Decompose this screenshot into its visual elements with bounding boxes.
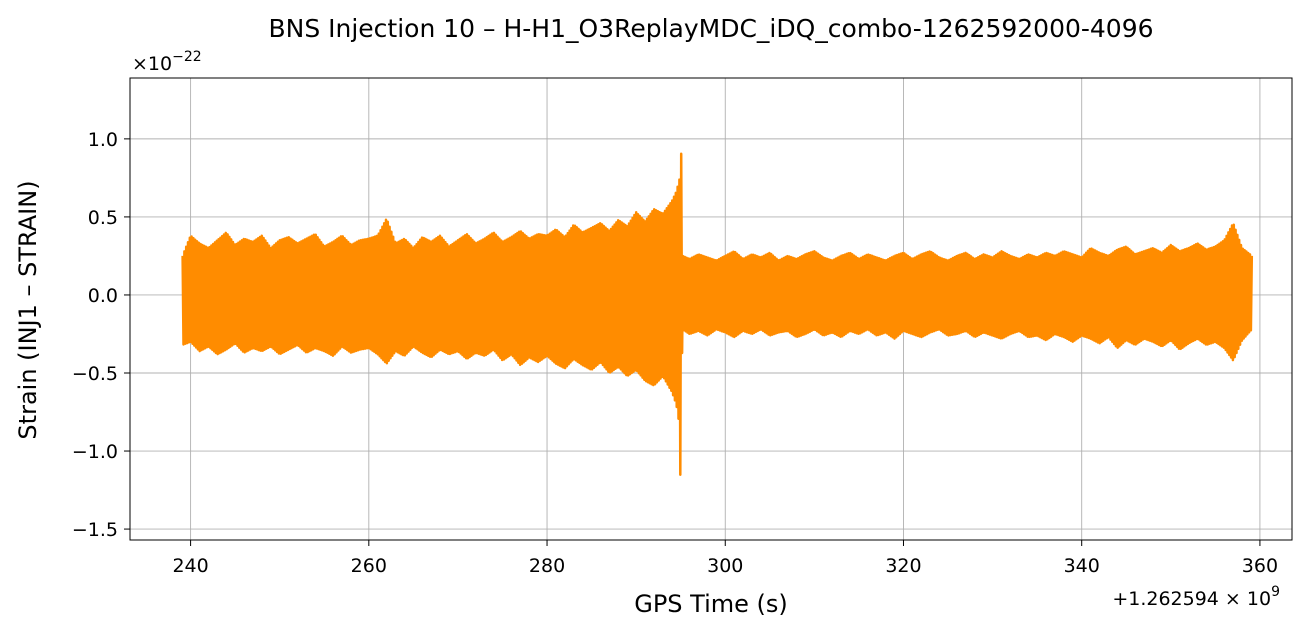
x-offset-label: +1.262594 × 109	[1112, 584, 1280, 610]
x-tick-label: 240	[172, 555, 208, 577]
x-tick-label: 260	[351, 555, 387, 577]
y-scale-base: ×10	[132, 53, 172, 75]
data-layer	[181, 152, 1254, 476]
x-tick-label: 360	[1242, 555, 1278, 577]
y-tick-label: −0.5	[72, 363, 118, 385]
ticks: 240 260 280 300 320 340 360 −1.5 −1.0 −0.5 0.0 0.5 1…	[72, 129, 1278, 577]
y-tick-label: −1.5	[72, 519, 118, 541]
chart-title: BNS Injection 10 – H-H1_O3ReplayMDC_iDQ_…	[268, 14, 1153, 43]
y-axis-label: Strain (INJ1 – STRAIN)	[14, 180, 42, 439]
y-scale-label: ×10−22	[132, 49, 202, 75]
y-tick-label: 1.0	[88, 129, 118, 151]
x-tick-label: 320	[885, 555, 921, 577]
x-tick-label: 300	[707, 555, 743, 577]
x-axis-label: GPS Time (s)	[634, 590, 788, 618]
y-scale-exponent: −22	[172, 49, 202, 65]
x-tick-label: 280	[529, 555, 565, 577]
y-tick-label: −1.0	[72, 441, 118, 463]
y-tick-label: 0.0	[88, 285, 118, 307]
plot-frame	[129, 77, 1293, 541]
strain-series-line	[181, 152, 1254, 476]
x-offset-base: +1.262594 × 10	[1112, 588, 1271, 610]
y-tick-label: 0.5	[88, 207, 118, 229]
x-tick-label: 340	[1064, 555, 1100, 577]
x-offset-exponent: 9	[1271, 584, 1280, 600]
